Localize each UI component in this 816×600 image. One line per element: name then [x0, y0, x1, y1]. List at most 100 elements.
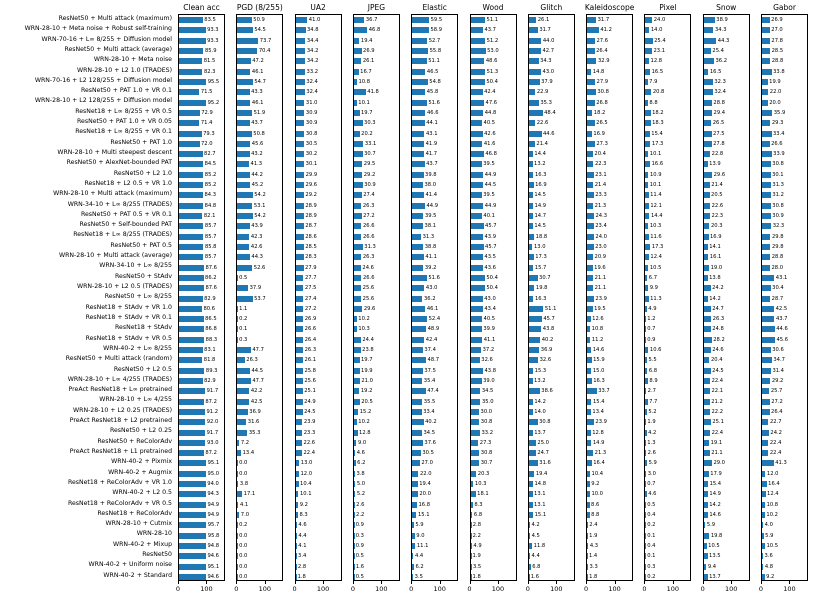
bar: [703, 522, 706, 529]
bar-value: 11.3: [650, 295, 662, 302]
bar-value: 30.5: [422, 450, 434, 457]
bar: [470, 326, 482, 333]
bar: [412, 68, 426, 75]
bar: [703, 192, 710, 199]
bar-value: 44.3: [717, 37, 730, 44]
bar: [353, 68, 359, 75]
bar: [762, 109, 773, 116]
bar: [587, 202, 594, 209]
bar-value: 43.6: [484, 264, 496, 271]
bar: [237, 501, 239, 508]
bar-value: 29.8: [771, 243, 784, 250]
bar-value: 31.6: [539, 460, 551, 467]
bar-value: 44.2: [251, 171, 263, 178]
bar-value: 70.4: [258, 48, 271, 55]
bar: [703, 429, 711, 436]
bar-value: 14.6: [592, 347, 605, 354]
bar: [295, 439, 303, 446]
bar-value: 8.3: [474, 501, 483, 508]
bar-value: 51.3: [486, 68, 499, 75]
bar: [762, 274, 775, 281]
bar-value: 71.5: [200, 89, 213, 96]
model-label: WRN-28-10 + Multi attack (average): [58, 252, 172, 260]
bar-value: 29.6: [305, 182, 318, 189]
bar: [295, 140, 305, 147]
bar-value: 5.2: [356, 491, 366, 498]
bar: [412, 130, 425, 137]
bar-value: 2.8: [297, 563, 307, 570]
bar-value: 83.5: [204, 17, 216, 24]
bar-value: 18.3: [652, 120, 664, 127]
bar: [179, 460, 207, 467]
bar: [587, 408, 591, 415]
bar: [237, 182, 251, 189]
bar: [528, 522, 530, 529]
panel-title: UA2: [310, 3, 326, 12]
bar-value: 1.6: [355, 563, 365, 570]
bar-value: 28.7: [771, 295, 784, 302]
bar: [179, 357, 203, 364]
bar: [645, 264, 649, 271]
bar-value: 30.9: [364, 182, 376, 189]
bar: [412, 450, 421, 457]
bar-value: 13.2: [534, 377, 546, 384]
bar-value: 43.1: [775, 274, 788, 281]
model-label: WRN-40-2 + Pixmix: [111, 458, 172, 466]
bar-value: 29.2: [305, 192, 317, 199]
bar: [237, 264, 253, 271]
bar: [528, 408, 533, 415]
model-label: ResNet50 + Multi attack (random): [65, 355, 172, 363]
model-label: WRN-40-2 + L∞ 8/255: [103, 344, 172, 352]
bar: [295, 491, 299, 498]
bar: [762, 450, 769, 457]
bar-value: 31.3: [772, 182, 784, 189]
bar: [470, 68, 486, 75]
bar: [470, 79, 485, 85]
bar: [470, 388, 481, 395]
bar-value: 48.9: [427, 326, 440, 333]
bar: [587, 37, 595, 44]
bar-value: 45.6: [776, 336, 789, 343]
bar-value: 58.9: [430, 27, 443, 34]
bar-value: 11.2: [591, 336, 604, 343]
bar-value: 16.4: [593, 460, 605, 467]
bar-value: 47.2: [252, 58, 264, 65]
bar: [470, 305, 483, 312]
bar: [353, 79, 357, 85]
bar-value: 53.7: [254, 295, 266, 302]
bar: [295, 316, 304, 323]
bar: [587, 140, 595, 147]
bar: [237, 192, 253, 199]
bar-value: 79.3: [203, 130, 215, 137]
x-tick-mark: [411, 581, 413, 584]
bar-value: 18.8: [535, 233, 548, 240]
bar: [412, 192, 424, 199]
bar-value: 4.3: [589, 542, 599, 549]
bar: [237, 89, 250, 96]
model-label: WRN-28-10 + L2 1.0 (TRADES): [76, 66, 172, 74]
bar: [703, 161, 708, 168]
bar-value: 14.0: [534, 408, 546, 415]
bar-value: 10.0: [591, 491, 603, 498]
model-label: WRN-28-10 + Multi steepest descent: [57, 149, 172, 157]
bar-value: 17.3: [651, 140, 664, 147]
bar-value: 8.9: [649, 377, 658, 384]
bar-value: 19.4: [535, 470, 548, 477]
bar: [587, 223, 594, 230]
model-label: ResNet18 + ReColorAdv + VR 0.5: [67, 499, 172, 507]
bar-value: 3.4: [298, 553, 307, 560]
panel-clean-acc: 83.5 93.3 93.3 85.9 81.5 82.3 95.5 71.5 95.2 72.9…: [178, 14, 225, 581]
bar-value: 27.5: [304, 285, 317, 292]
bar-value: 14.4: [650, 213, 663, 220]
bar: [353, 223, 362, 230]
bar-value: 31.6: [247, 419, 260, 426]
bar-value: 26.3: [712, 316, 725, 323]
x-tick-label: 100: [316, 584, 330, 593]
bar: [587, 151, 593, 158]
bar-value: 30.4: [772, 285, 784, 292]
bar: [179, 274, 204, 281]
bar-value: 39.8: [425, 171, 437, 178]
bar: [528, 553, 531, 560]
bar: [179, 377, 203, 384]
bar-value: 1.8: [472, 573, 481, 580]
